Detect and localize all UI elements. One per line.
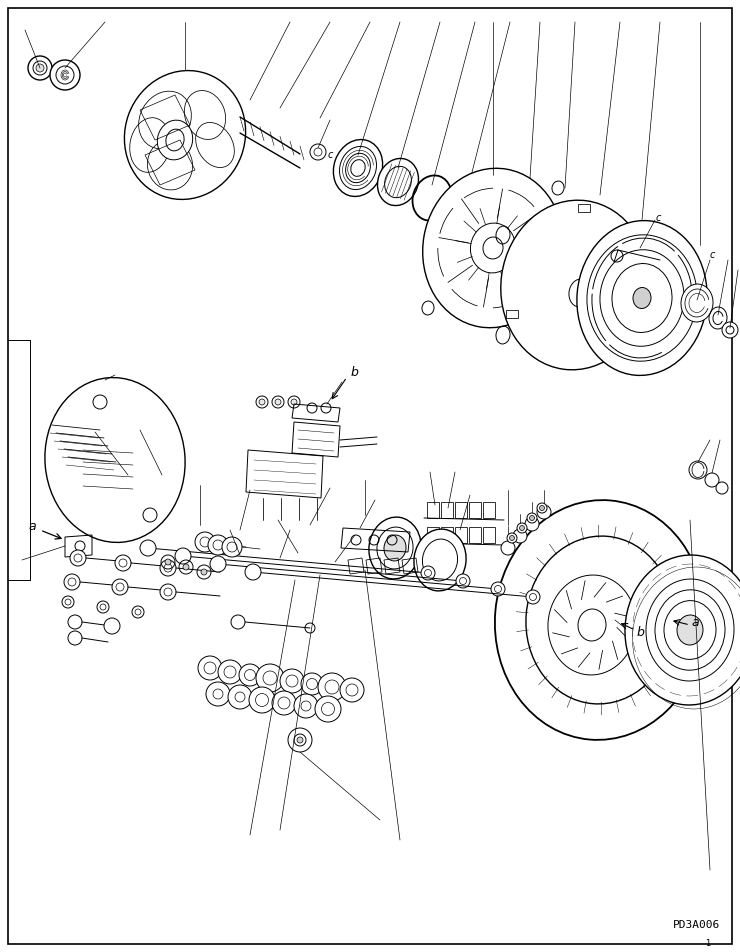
Circle shape	[280, 669, 304, 693]
Circle shape	[526, 590, 540, 604]
Circle shape	[517, 523, 527, 533]
Circle shape	[201, 569, 207, 575]
Circle shape	[510, 535, 514, 541]
Circle shape	[294, 694, 318, 718]
Circle shape	[160, 584, 176, 600]
Circle shape	[530, 515, 534, 521]
Text: PD3A006: PD3A006	[673, 920, 720, 930]
Circle shape	[288, 728, 312, 752]
Circle shape	[112, 579, 128, 595]
Circle shape	[456, 574, 470, 588]
Ellipse shape	[423, 169, 563, 327]
Ellipse shape	[414, 529, 466, 591]
Circle shape	[28, 56, 52, 80]
Circle shape	[208, 535, 228, 555]
Ellipse shape	[677, 615, 703, 645]
Ellipse shape	[501, 200, 649, 369]
Text: c: c	[656, 213, 661, 223]
Circle shape	[256, 664, 284, 692]
Ellipse shape	[158, 120, 192, 160]
Circle shape	[527, 513, 537, 523]
Circle shape	[206, 682, 230, 706]
Circle shape	[315, 696, 341, 722]
Circle shape	[104, 618, 120, 634]
Ellipse shape	[681, 284, 713, 322]
Circle shape	[50, 60, 80, 90]
Circle shape	[183, 564, 189, 570]
Circle shape	[539, 506, 545, 510]
Circle shape	[291, 399, 297, 405]
Ellipse shape	[577, 221, 707, 375]
Circle shape	[259, 399, 265, 405]
Circle shape	[310, 144, 326, 160]
Circle shape	[36, 64, 44, 72]
Circle shape	[689, 461, 707, 479]
Circle shape	[513, 529, 527, 543]
Circle shape	[132, 606, 144, 618]
Circle shape	[222, 537, 242, 557]
Circle shape	[340, 678, 364, 702]
Text: c: c	[327, 150, 333, 160]
Ellipse shape	[369, 517, 421, 579]
Circle shape	[716, 482, 728, 494]
Text: b: b	[636, 625, 644, 639]
Circle shape	[175, 548, 191, 564]
Ellipse shape	[45, 378, 185, 543]
Circle shape	[97, 601, 109, 613]
Text: a: a	[28, 521, 36, 533]
Ellipse shape	[526, 536, 674, 704]
Ellipse shape	[333, 140, 383, 196]
Circle shape	[115, 555, 131, 571]
Circle shape	[198, 656, 222, 680]
Circle shape	[537, 505, 551, 519]
Circle shape	[64, 574, 80, 590]
Circle shape	[297, 737, 303, 743]
Text: 1: 1	[704, 939, 710, 948]
Circle shape	[272, 691, 296, 715]
Circle shape	[301, 673, 323, 695]
Circle shape	[318, 673, 346, 701]
Circle shape	[231, 615, 245, 629]
Ellipse shape	[124, 70, 246, 199]
Circle shape	[62, 596, 74, 608]
Ellipse shape	[445, 188, 485, 235]
Circle shape	[228, 685, 252, 709]
Circle shape	[421, 566, 435, 580]
Circle shape	[519, 526, 525, 530]
Circle shape	[195, 532, 215, 552]
Circle shape	[501, 541, 515, 555]
Circle shape	[68, 631, 82, 645]
Ellipse shape	[633, 288, 651, 308]
Text: b: b	[350, 366, 358, 379]
Circle shape	[68, 615, 82, 629]
Circle shape	[525, 517, 539, 531]
Circle shape	[160, 560, 176, 576]
Ellipse shape	[384, 535, 406, 561]
Circle shape	[249, 687, 275, 713]
Circle shape	[722, 322, 738, 338]
Circle shape	[165, 559, 171, 565]
Circle shape	[218, 660, 242, 684]
Circle shape	[275, 399, 281, 405]
Text: a: a	[691, 616, 699, 628]
Circle shape	[70, 550, 86, 566]
Circle shape	[140, 540, 156, 556]
Text: c: c	[710, 250, 715, 260]
Ellipse shape	[377, 158, 419, 206]
Ellipse shape	[625, 555, 740, 705]
Circle shape	[537, 503, 547, 513]
Circle shape	[239, 664, 261, 686]
Circle shape	[507, 533, 517, 543]
Circle shape	[245, 564, 261, 580]
Circle shape	[705, 473, 719, 487]
Circle shape	[210, 556, 226, 572]
Circle shape	[491, 582, 505, 596]
Ellipse shape	[495, 500, 705, 740]
